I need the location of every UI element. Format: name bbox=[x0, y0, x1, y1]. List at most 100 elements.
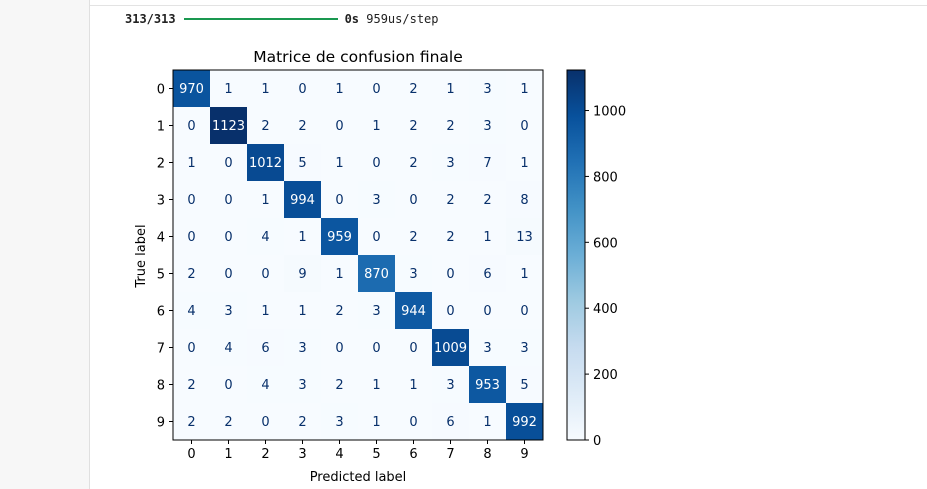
cell-value-label: 0 bbox=[335, 193, 343, 208]
matrix-cell bbox=[358, 329, 396, 367]
matrix-cell bbox=[469, 403, 507, 441]
x-tick-label: 5 bbox=[372, 447, 380, 462]
cell-value-label: 1 bbox=[298, 304, 306, 319]
matrix-cell bbox=[506, 144, 544, 182]
x-tick-label: 6 bbox=[409, 447, 417, 462]
matrix-cell bbox=[358, 403, 396, 441]
matrix-cell bbox=[284, 70, 322, 108]
cell-value-label: 3 bbox=[409, 267, 417, 282]
matrix-cell bbox=[321, 144, 359, 182]
cell-value-label: 0 bbox=[224, 378, 232, 393]
matrix-cell bbox=[395, 329, 433, 367]
colorbar-ticks: 0 200 400 600 800 1000 bbox=[585, 105, 626, 449]
cell-value-label: 0 bbox=[261, 415, 269, 430]
matrix-cell bbox=[284, 218, 322, 256]
cell-value-label: 7 bbox=[483, 156, 491, 171]
cell-value-label: 2 bbox=[446, 230, 454, 245]
matrix-cell bbox=[210, 255, 248, 293]
matrix-cell bbox=[395, 292, 433, 330]
matrix-cell bbox=[321, 107, 359, 145]
cell-value-label: 8 bbox=[520, 193, 528, 208]
confusion-matrix-chart: Matrice de confusion finale 970 1 1 0 1 0 2 1 3 1… bbox=[134, 48, 626, 485]
matrix-frame bbox=[172, 69, 544, 441]
matrix-cell bbox=[210, 181, 248, 219]
cell-value-label: 953 bbox=[475, 378, 500, 393]
cell-value-label: 870 bbox=[364, 267, 389, 282]
matrix-cell bbox=[284, 329, 322, 367]
cell-value-label: 0 bbox=[224, 156, 232, 171]
matrix-cell bbox=[173, 144, 211, 182]
cell-value-label: 2 bbox=[298, 119, 306, 134]
matrix-cell bbox=[358, 366, 396, 404]
matrix-cell bbox=[210, 144, 248, 182]
cell-value-label: 970 bbox=[179, 82, 204, 97]
cell-value-label: 2 bbox=[335, 304, 343, 319]
cell-value-label: 2 bbox=[298, 415, 306, 430]
cell-value-label: 1012 bbox=[249, 156, 282, 171]
cell-value-label: 1 bbox=[335, 156, 343, 171]
y-tick-label: 9 bbox=[157, 416, 165, 431]
cell-value-label: 2 bbox=[446, 193, 454, 208]
colorbar-tick-label: 0 bbox=[593, 434, 601, 449]
matrix-cell bbox=[321, 218, 359, 256]
y-tick-label: 8 bbox=[157, 379, 165, 394]
cell-value-label: 992 bbox=[512, 415, 537, 430]
matrix-cell bbox=[395, 144, 433, 182]
cell-value-label: 0 bbox=[446, 304, 454, 319]
cell-value-label: 0 bbox=[409, 341, 417, 356]
matrix-cell bbox=[284, 255, 322, 293]
matrix-cell bbox=[432, 403, 470, 441]
x-tick-label: 3 bbox=[298, 447, 306, 462]
matrix-cell bbox=[395, 403, 433, 441]
cell-value-label: 4 bbox=[187, 304, 195, 319]
matrix-cell bbox=[173, 329, 211, 367]
matrix-cell bbox=[506, 255, 544, 293]
matrix-cell bbox=[432, 218, 470, 256]
matrix-cell bbox=[173, 366, 211, 404]
matrix-cell bbox=[210, 403, 248, 441]
cell-value-label: 0 bbox=[187, 341, 195, 356]
progress-bar-fill bbox=[183, 18, 338, 20]
matrix-cell bbox=[247, 255, 285, 293]
cell-value-label: 1 bbox=[298, 230, 306, 245]
matrix-cell bbox=[284, 107, 322, 145]
matrix-cell bbox=[321, 292, 359, 330]
cell-value-label: 2 bbox=[409, 119, 417, 134]
matrix-cell bbox=[321, 366, 359, 404]
matrix-cell bbox=[432, 255, 470, 293]
cell-value-label: 3 bbox=[446, 378, 454, 393]
matrix-cell bbox=[432, 329, 470, 367]
y-tick-label: 2 bbox=[157, 157, 165, 172]
matrix-cell bbox=[284, 144, 322, 182]
cell-value-label: 2 bbox=[446, 119, 454, 134]
matrix-cell bbox=[432, 70, 470, 108]
matrix-cell bbox=[506, 181, 544, 219]
matrix-cell bbox=[358, 181, 396, 219]
cell-value-label: 1 bbox=[187, 156, 195, 171]
y-tick-label: 7 bbox=[157, 342, 165, 357]
x-tick-label: 1 bbox=[224, 447, 232, 462]
y-tick-label: 0 bbox=[157, 83, 165, 98]
cell-value-label: 2 bbox=[335, 378, 343, 393]
matrix-cell bbox=[469, 181, 507, 219]
matrix-cell bbox=[210, 366, 248, 404]
matrix-cell bbox=[469, 366, 507, 404]
cell-value-label: 0 bbox=[409, 193, 417, 208]
cell-value-label: 5 bbox=[520, 378, 528, 393]
cell-value-label: 1 bbox=[520, 267, 528, 282]
matrix-cell bbox=[210, 218, 248, 256]
matrix-cell bbox=[173, 403, 211, 441]
cell-value-label: 0 bbox=[335, 341, 343, 356]
cell-value-label: 2 bbox=[409, 156, 417, 171]
cell-value-label: 3 bbox=[520, 341, 528, 356]
cell-value-label: 1 bbox=[520, 156, 528, 171]
cell-value-label: 4 bbox=[224, 341, 232, 356]
cell-value-label: 0 bbox=[372, 82, 380, 97]
cell-value-label: 1 bbox=[335, 82, 343, 97]
cell-value-label: 1 bbox=[372, 119, 380, 134]
cell-value-label: 0 bbox=[372, 341, 380, 356]
cell-value-label: 3 bbox=[224, 304, 232, 319]
cell-value-label: 0 bbox=[409, 415, 417, 430]
cell-value-label: 959 bbox=[327, 230, 352, 245]
progress-rate: 959us/step bbox=[359, 12, 439, 26]
